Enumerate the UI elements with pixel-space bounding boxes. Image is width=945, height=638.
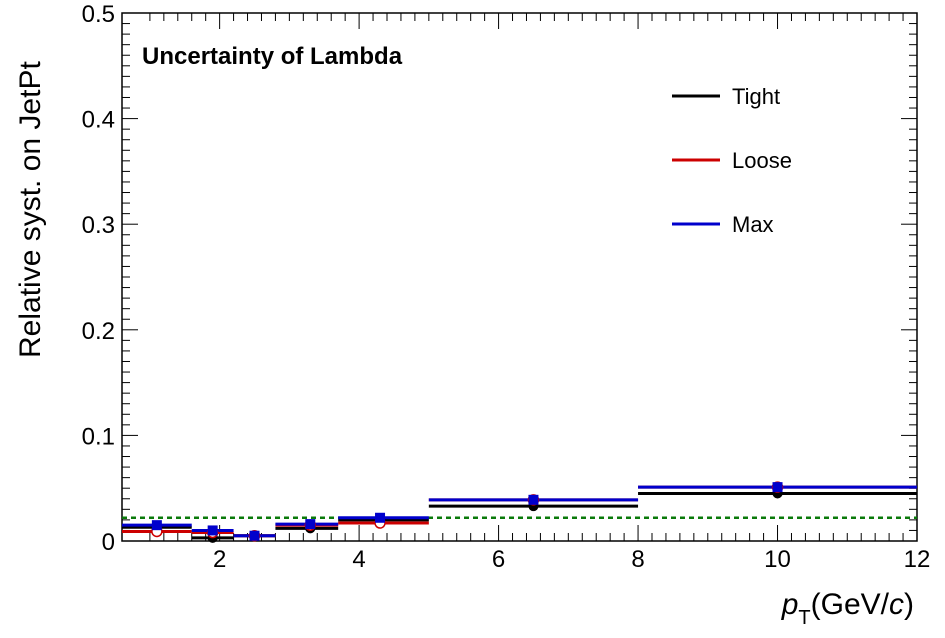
data-point bbox=[207, 525, 218, 536]
x-axis-label-unit-pre: (GeV/ bbox=[811, 588, 890, 621]
legend-label-max: Max bbox=[732, 212, 774, 237]
x-tick-label: 6 bbox=[492, 546, 505, 573]
data-point bbox=[772, 482, 783, 493]
y-tick-labels: 0 0.1 0.2 0.3 0.4 0.5 bbox=[82, 1, 115, 556]
x-tick-label: 10 bbox=[764, 546, 791, 573]
x-axis-label-variable: p bbox=[781, 588, 799, 621]
legend-label-loose: Loose bbox=[732, 148, 792, 173]
y-tick-label: 0 bbox=[102, 529, 115, 556]
legend-label-tight: Tight bbox=[732, 84, 780, 109]
x-tick-label: 12 bbox=[904, 546, 931, 573]
data-point bbox=[305, 519, 316, 530]
series-layer bbox=[122, 481, 917, 543]
y-tick-label: 0.2 bbox=[82, 318, 115, 345]
chart-title: Uncertainty of Lambda bbox=[142, 43, 403, 70]
data-point bbox=[528, 494, 539, 505]
y-axis-label: Relative syst. on JetPt bbox=[14, 61, 47, 358]
x-axis-label-unit-post: ) bbox=[904, 588, 914, 621]
y-tick-label: 0.3 bbox=[82, 212, 115, 239]
x-axis-label-subscript: T bbox=[798, 607, 810, 629]
data-point bbox=[249, 530, 260, 541]
data-point bbox=[375, 512, 386, 523]
y-tick-label: 0.1 bbox=[82, 423, 115, 450]
markers-loose bbox=[151, 481, 784, 542]
x-axis-label: pT(GeV/c) bbox=[781, 588, 914, 629]
x-tick-label: 4 bbox=[352, 546, 365, 573]
legend: Tight Loose Max bbox=[672, 84, 792, 237]
x-tick-label: 8 bbox=[631, 546, 644, 573]
axis-ticks bbox=[122, 12, 918, 542]
y-tick-label: 0.4 bbox=[82, 107, 115, 134]
x-axis-label-unit-c: c bbox=[889, 588, 904, 621]
y-tick-label: 0.5 bbox=[82, 1, 115, 28]
data-point bbox=[151, 520, 162, 531]
markers-max bbox=[151, 482, 783, 541]
plot-frame bbox=[121, 12, 918, 542]
x-tick-labels: 2 4 6 8 10 12 bbox=[213, 546, 930, 573]
x-tick-label: 2 bbox=[213, 546, 226, 573]
